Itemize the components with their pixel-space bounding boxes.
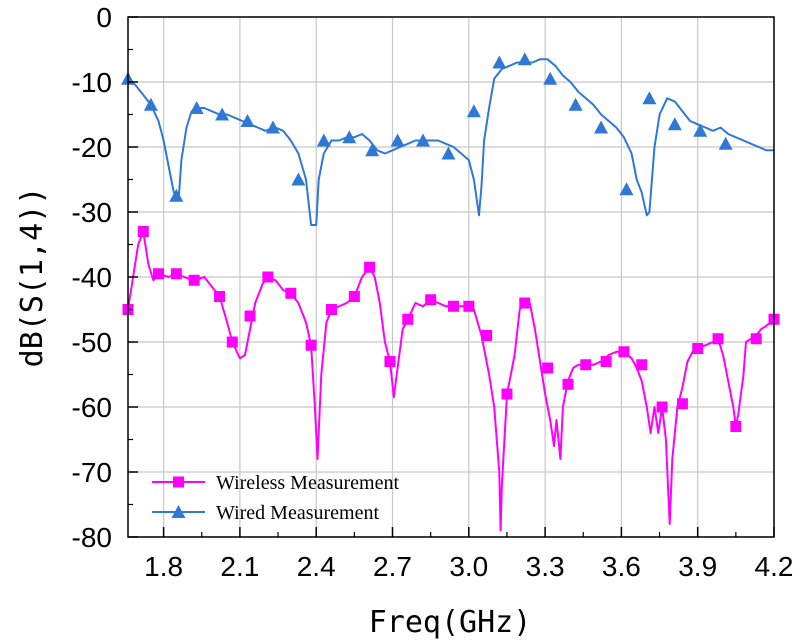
- wired-measurement-marker: [441, 146, 456, 160]
- wired-measurement-marker: [143, 97, 158, 111]
- wired-measurement-marker: [466, 104, 481, 118]
- wireless-measurement-marker: [692, 343, 704, 354]
- wired-measurement-marker: [594, 120, 609, 134]
- y-tick-label: -50: [72, 327, 112, 358]
- x-tick-label: 3.3: [526, 551, 565, 582]
- wireless-measurement-marker: [618, 346, 630, 358]
- wireless-measurement-marker: [226, 336, 238, 348]
- wireless-measurement-marker: [214, 291, 226, 302]
- wireless-measurement-marker: [348, 291, 360, 302]
- wireless-measurement-marker: [402, 313, 414, 325]
- wired-measurement-marker: [240, 114, 255, 127]
- wired-measurement-marker: [365, 143, 380, 157]
- y-tick-label: -80: [72, 522, 112, 553]
- y-tick-label: -20: [72, 132, 112, 163]
- wireless-measurement-marker: [244, 310, 256, 322]
- wireless-measurement-marker: [656, 401, 668, 413]
- wireless-measurement-marker: [636, 359, 648, 371]
- wired-measurement-marker: [693, 123, 708, 137]
- x-tick-label: 4.2: [755, 551, 794, 582]
- wired-measurement-marker: [265, 120, 280, 134]
- y-tick-label: -10: [72, 67, 112, 98]
- legend-marker-wired-measurement: [171, 505, 186, 518]
- wireless-measurement-marker: [262, 271, 274, 283]
- wired-measurement-marker: [215, 107, 230, 121]
- wired-measurement-marker: [316, 133, 331, 147]
- wireless-measurement-marker: [364, 261, 376, 273]
- wireless-measurement-marker: [750, 333, 762, 345]
- x-tick-label: 2.1: [220, 551, 259, 582]
- wired-measurement-series: [121, 52, 774, 226]
- wired-measurement-marker: [517, 52, 532, 66]
- wired-measurement-marker: [492, 55, 507, 69]
- y-tick-label: -70: [72, 457, 112, 488]
- legend-marker-wireless-measurement: [173, 476, 184, 488]
- wired-measurement-marker: [342, 130, 357, 144]
- wired-measurement-marker: [667, 117, 682, 131]
- wireless-measurement-marker: [580, 359, 592, 371]
- wireless-measurement-marker: [676, 398, 688, 410]
- x-tick-label: 3.6: [602, 551, 641, 582]
- x-tick-labels: 1.8 2.1 2.4 2.7 3.0 3.3 3.6 3.9 4.2: [144, 551, 793, 582]
- wireless-measurement-marker: [542, 362, 554, 374]
- wired-measurement-marker: [642, 91, 657, 105]
- wireless-measurement-marker: [170, 268, 182, 280]
- legend-label-wireless-measurement: Wireless Measurement: [216, 472, 399, 494]
- wireless-measurement-marker: [448, 300, 460, 312]
- wireless-measurement-marker: [153, 268, 165, 280]
- x-tick-label: 2.7: [373, 551, 412, 582]
- wired-measurement-marker: [291, 172, 306, 186]
- axis-ticks: [128, 16, 775, 538]
- x-tick-label: 2.4: [297, 551, 336, 582]
- y-tick-labels: 0 -10 -20 -30 -40 -50 -60 -70 -80: [72, 2, 112, 553]
- wireless-measurement-marker: [305, 339, 317, 351]
- wired-measurement-marker: [568, 97, 583, 111]
- x-tick-label: 3.9: [678, 551, 717, 582]
- y-tick-label: 0: [96, 2, 112, 33]
- y-tick-label: -40: [72, 262, 112, 293]
- wired-measurement-marker: [619, 182, 634, 196]
- legend: Wireless Measurement Wired Measurement: [152, 472, 399, 524]
- wired-measurement-marker: [543, 71, 558, 85]
- wireless-measurement-marker: [384, 356, 396, 367]
- wired-measurement-marker: [390, 133, 405, 147]
- wireless-measurement-marker: [325, 304, 337, 315]
- y-axis-title: dB(S(1,4)): [15, 187, 50, 368]
- wired-measurement-marker: [169, 188, 184, 202]
- wireless-measurement-marker: [712, 333, 724, 345]
- wireless-measurement-marker: [519, 297, 531, 309]
- wireless-measurement-marker: [463, 300, 475, 312]
- wireless-measurement-marker: [730, 421, 742, 432]
- wireless-measurement-marker: [425, 294, 437, 306]
- wireless-measurement-marker: [285, 287, 297, 299]
- series-layer: [121, 52, 780, 532]
- y-tick-label: -60: [72, 392, 112, 423]
- y-tick-label: -30: [72, 197, 112, 228]
- wireless-measurement-marker: [137, 226, 149, 237]
- wireless-measurement-marker: [600, 356, 612, 367]
- wireless-measurement-marker: [188, 274, 200, 286]
- wireless-measurement-marker: [501, 388, 513, 400]
- wired-measurement-marker: [189, 101, 204, 114]
- x-axis-title: Freq(GHz): [369, 605, 532, 640]
- x-tick-label: 1.8: [144, 551, 183, 582]
- wired-measurement-marker: [718, 136, 733, 150]
- x-tick-label: 3.0: [449, 551, 488, 582]
- wireless-measurement-marker: [481, 330, 493, 341]
- legend-label-wired-measurement: Wired Measurement: [216, 502, 379, 524]
- wireless-measurement-series: [122, 226, 780, 532]
- wired-measurement-marker: [416, 133, 431, 147]
- wireless-measurement-marker: [562, 378, 574, 390]
